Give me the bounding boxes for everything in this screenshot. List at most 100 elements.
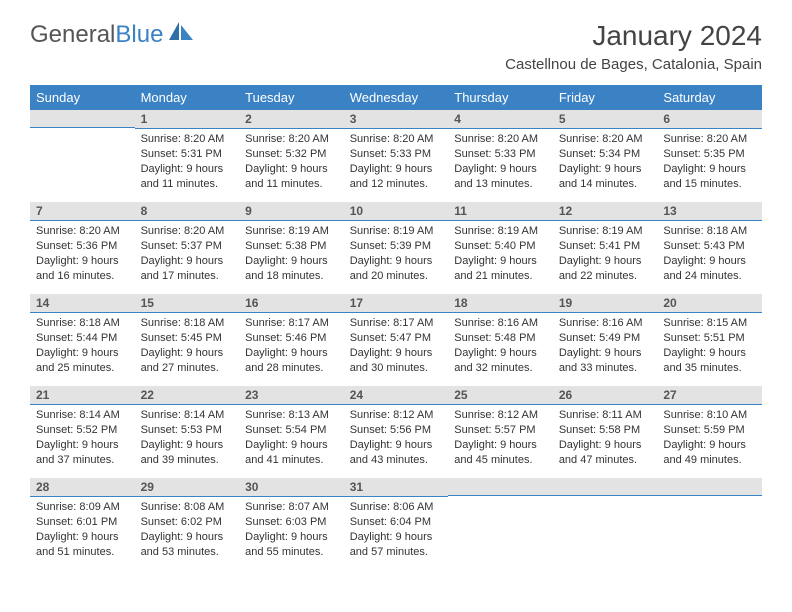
day-detail-line: Sunrise: 8:07 AM (245, 500, 338, 515)
day-detail-line: Sunset: 5:45 PM (141, 331, 234, 346)
day-detail-line: Sunrise: 8:16 AM (454, 316, 547, 331)
day-details: Sunrise: 8:20 AMSunset: 5:33 PMDaylight:… (448, 129, 553, 195)
day-details: Sunrise: 8:17 AMSunset: 5:47 PMDaylight:… (344, 313, 449, 379)
day-detail-line: and 21 minutes. (454, 269, 547, 284)
weekday-header: Monday (135, 85, 240, 110)
calendar-day-cell: 22Sunrise: 8:14 AMSunset: 5:53 PMDayligh… (135, 386, 240, 478)
day-details (30, 128, 135, 135)
day-detail-line: Sunset: 5:32 PM (245, 147, 338, 162)
day-detail-line: Sunrise: 8:20 AM (663, 132, 756, 147)
day-number: 29 (135, 478, 240, 497)
calendar-day-cell: 27Sunrise: 8:10 AMSunset: 5:59 PMDayligh… (657, 386, 762, 478)
day-detail-line: Sunrise: 8:16 AM (559, 316, 652, 331)
day-detail-line: Sunrise: 8:17 AM (350, 316, 443, 331)
day-detail-line: Sunrise: 8:18 AM (141, 316, 234, 331)
day-number: 9 (239, 202, 344, 221)
day-detail-line: Daylight: 9 hours (559, 162, 652, 177)
day-detail-line: Sunrise: 8:11 AM (559, 408, 652, 423)
day-detail-line: and 35 minutes. (663, 361, 756, 376)
day-number: 27 (657, 386, 762, 405)
day-details: Sunrise: 8:09 AMSunset: 6:01 PMDaylight:… (30, 497, 135, 563)
day-detail-line: and 47 minutes. (559, 453, 652, 468)
day-number: 7 (30, 202, 135, 221)
calendar-table: SundayMondayTuesdayWednesdayThursdayFrid… (30, 85, 762, 570)
day-number: 22 (135, 386, 240, 405)
day-number: 18 (448, 294, 553, 313)
day-detail-line: Daylight: 9 hours (559, 254, 652, 269)
day-details: Sunrise: 8:11 AMSunset: 5:58 PMDaylight:… (553, 405, 658, 471)
day-detail-line: Sunrise: 8:20 AM (36, 224, 129, 239)
day-number: 31 (344, 478, 449, 497)
day-detail-line: Daylight: 9 hours (141, 346, 234, 361)
day-detail-line: Sunrise: 8:13 AM (245, 408, 338, 423)
day-detail-line: Sunrise: 8:09 AM (36, 500, 129, 515)
day-detail-line: Sunset: 5:57 PM (454, 423, 547, 438)
day-number: 4 (448, 110, 553, 129)
day-detail-line: Daylight: 9 hours (245, 530, 338, 545)
calendar-day-cell: 18Sunrise: 8:16 AMSunset: 5:48 PMDayligh… (448, 294, 553, 386)
day-detail-line: Sunset: 5:33 PM (350, 147, 443, 162)
calendar-day-cell: 26Sunrise: 8:11 AMSunset: 5:58 PMDayligh… (553, 386, 658, 478)
day-detail-line: and 37 minutes. (36, 453, 129, 468)
day-number: 20 (657, 294, 762, 313)
calendar-day-cell: 24Sunrise: 8:12 AMSunset: 5:56 PMDayligh… (344, 386, 449, 478)
calendar-day-cell: 10Sunrise: 8:19 AMSunset: 5:39 PMDayligh… (344, 202, 449, 294)
day-detail-line: and 53 minutes. (141, 545, 234, 560)
day-number: 8 (135, 202, 240, 221)
day-details: Sunrise: 8:20 AMSunset: 5:33 PMDaylight:… (344, 129, 449, 195)
day-detail-line: and 18 minutes. (245, 269, 338, 284)
day-detail-line: Daylight: 9 hours (36, 346, 129, 361)
day-detail-line: Sunset: 5:46 PM (245, 331, 338, 346)
day-details: Sunrise: 8:15 AMSunset: 5:51 PMDaylight:… (657, 313, 762, 379)
logo-text-blue: Blue (115, 21, 163, 49)
day-details: Sunrise: 8:18 AMSunset: 5:45 PMDaylight:… (135, 313, 240, 379)
day-detail-line: Daylight: 9 hours (559, 346, 652, 361)
day-details: Sunrise: 8:20 AMSunset: 5:37 PMDaylight:… (135, 221, 240, 287)
day-number: 3 (344, 110, 449, 129)
logo: GeneralBlue (30, 20, 195, 49)
calendar-week-row: 1Sunrise: 8:20 AMSunset: 5:31 PMDaylight… (30, 110, 762, 202)
day-number (657, 478, 762, 496)
day-detail-line: and 11 minutes. (141, 177, 234, 192)
calendar-day-cell: 9Sunrise: 8:19 AMSunset: 5:38 PMDaylight… (239, 202, 344, 294)
day-detail-line: Daylight: 9 hours (350, 346, 443, 361)
calendar-day-cell: 1Sunrise: 8:20 AMSunset: 5:31 PMDaylight… (135, 110, 240, 202)
calendar-day-cell: 8Sunrise: 8:20 AMSunset: 5:37 PMDaylight… (135, 202, 240, 294)
day-detail-line: Daylight: 9 hours (350, 530, 443, 545)
day-details: Sunrise: 8:20 AMSunset: 5:34 PMDaylight:… (553, 129, 658, 195)
calendar-day-cell: 7Sunrise: 8:20 AMSunset: 5:36 PMDaylight… (30, 202, 135, 294)
day-details: Sunrise: 8:08 AMSunset: 6:02 PMDaylight:… (135, 497, 240, 563)
day-detail-line: Sunrise: 8:06 AM (350, 500, 443, 515)
day-number: 12 (553, 202, 658, 221)
calendar-day-cell: 12Sunrise: 8:19 AMSunset: 5:41 PMDayligh… (553, 202, 658, 294)
day-detail-line: Sunset: 5:53 PM (141, 423, 234, 438)
day-detail-line: and 16 minutes. (36, 269, 129, 284)
day-details: Sunrise: 8:18 AMSunset: 5:43 PMDaylight:… (657, 221, 762, 287)
day-detail-line: Sunrise: 8:20 AM (141, 132, 234, 147)
day-detail-line: Daylight: 9 hours (454, 346, 547, 361)
calendar-day-cell: 19Sunrise: 8:16 AMSunset: 5:49 PMDayligh… (553, 294, 658, 386)
day-number: 6 (657, 110, 762, 129)
day-detail-line: and 57 minutes. (350, 545, 443, 560)
day-detail-line: Sunset: 5:58 PM (559, 423, 652, 438)
day-detail-line: Sunset: 5:49 PM (559, 331, 652, 346)
location: Castellnou de Bages, Catalonia, Spain (505, 56, 762, 73)
day-details: Sunrise: 8:16 AMSunset: 5:48 PMDaylight:… (448, 313, 553, 379)
day-detail-line: Sunset: 6:02 PM (141, 515, 234, 530)
calendar-day-cell (448, 478, 553, 570)
day-detail-line: Daylight: 9 hours (559, 438, 652, 453)
day-details: Sunrise: 8:19 AMSunset: 5:40 PMDaylight:… (448, 221, 553, 287)
weekday-header: Friday (553, 85, 658, 110)
day-details: Sunrise: 8:06 AMSunset: 6:04 PMDaylight:… (344, 497, 449, 563)
day-detail-line: Sunrise: 8:20 AM (245, 132, 338, 147)
day-details: Sunrise: 8:12 AMSunset: 5:56 PMDaylight:… (344, 405, 449, 471)
day-number: 16 (239, 294, 344, 313)
calendar-day-cell: 20Sunrise: 8:15 AMSunset: 5:51 PMDayligh… (657, 294, 762, 386)
day-details (448, 496, 553, 503)
day-detail-line: Sunset: 5:31 PM (141, 147, 234, 162)
day-detail-line: and 43 minutes. (350, 453, 443, 468)
day-detail-line: Daylight: 9 hours (245, 254, 338, 269)
calendar-header-row: SundayMondayTuesdayWednesdayThursdayFrid… (30, 85, 762, 110)
day-detail-line: Sunset: 6:01 PM (36, 515, 129, 530)
day-detail-line: Sunset: 5:59 PM (663, 423, 756, 438)
